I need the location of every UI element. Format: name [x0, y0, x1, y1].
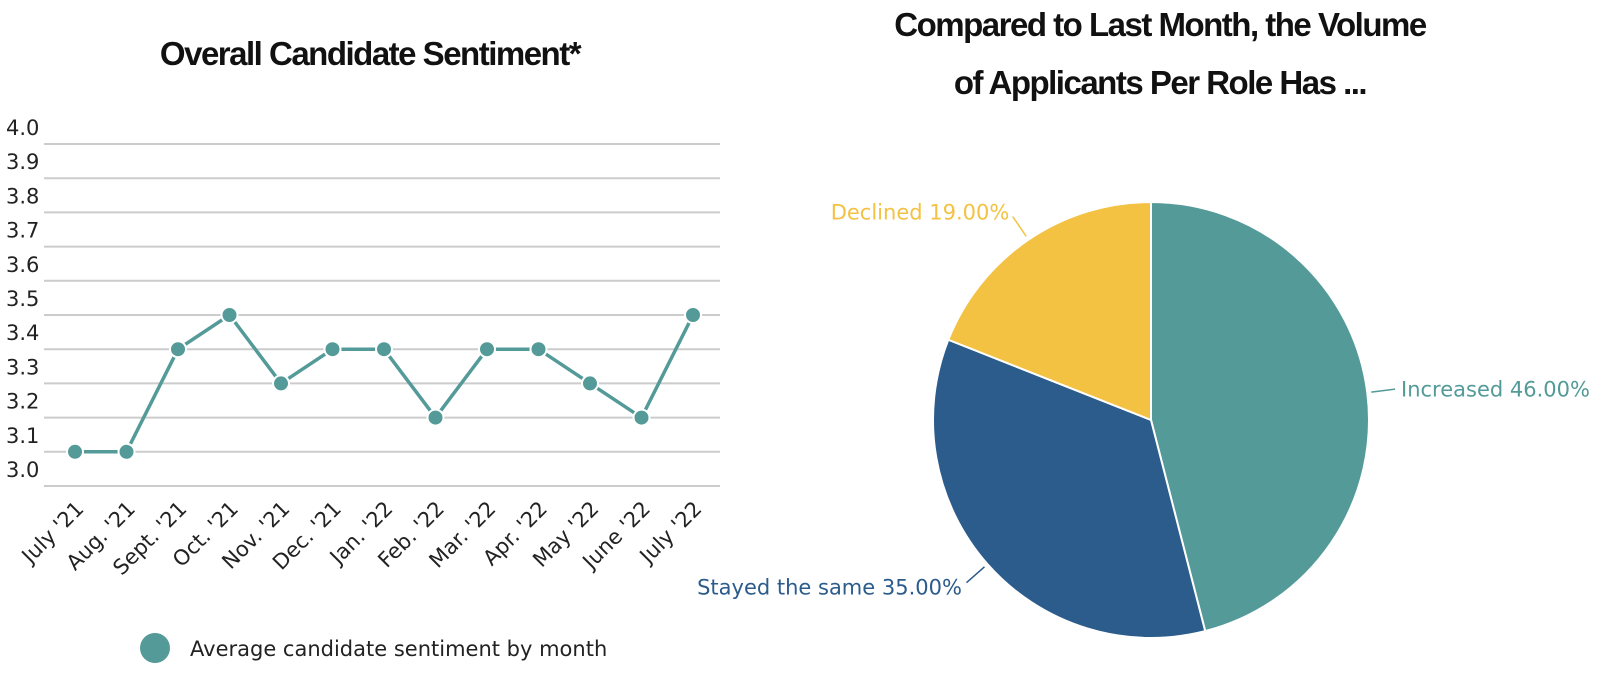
y-tick-label: 3.3 — [6, 355, 39, 379]
pie-slice — [947, 200, 1152, 422]
pie-slice — [1150, 200, 1370, 633]
data-point — [632, 408, 651, 427]
data-point — [66, 442, 84, 461]
data-point — [529, 340, 548, 359]
data-label: Stayed the same 35.00% — [697, 576, 962, 600]
label-value: 35.00% — [882, 576, 962, 600]
label-name: Declined — [831, 201, 923, 225]
data-point — [426, 408, 445, 427]
chart-title: Overall Candidate Sentiment* — [159, 35, 582, 72]
label-name: Increased — [1401, 377, 1503, 401]
data-label: Increased 46.00% — [1401, 377, 1590, 401]
data-point — [323, 340, 342, 359]
data-point — [169, 340, 187, 359]
data-point — [117, 442, 136, 461]
data-point — [684, 306, 702, 324]
leader-line — [1012, 216, 1027, 237]
data-point — [272, 374, 290, 393]
y-tick-label: 3.4 — [6, 321, 39, 345]
data-point — [220, 306, 239, 324]
legend-marker — [140, 633, 170, 663]
y-tick-label: 3.2 — [6, 390, 39, 414]
data-label: Declined 19.00% — [831, 201, 1010, 225]
data-point — [478, 340, 496, 359]
y-tick-label: 3.6 — [6, 253, 39, 277]
y-tick-label: 3.5 — [6, 287, 39, 311]
chart-title: Compared to Last Month, the Volume of Ap… — [894, 6, 1427, 101]
y-tick-label: 3.8 — [6, 184, 39, 208]
data-point — [375, 340, 393, 359]
y-tick-label: 3.7 — [6, 219, 39, 243]
label-value: 19.00% — [929, 201, 1009, 225]
y-tick-label: 4.0 — [6, 116, 39, 140]
data-point — [581, 374, 599, 393]
y-tick-label: 3.1 — [6, 424, 39, 448]
y-tick-label: 3.9 — [6, 150, 39, 174]
pie-slice — [932, 338, 1207, 639]
label-value: 46.00% — [1510, 377, 1590, 401]
leader-line — [1371, 388, 1396, 393]
leader-line — [965, 566, 985, 584]
label-name: Stayed the same — [697, 576, 875, 600]
legend-label: Average candidate sentiment by month — [190, 637, 607, 661]
y-tick-label: 3.0 — [6, 458, 39, 482]
